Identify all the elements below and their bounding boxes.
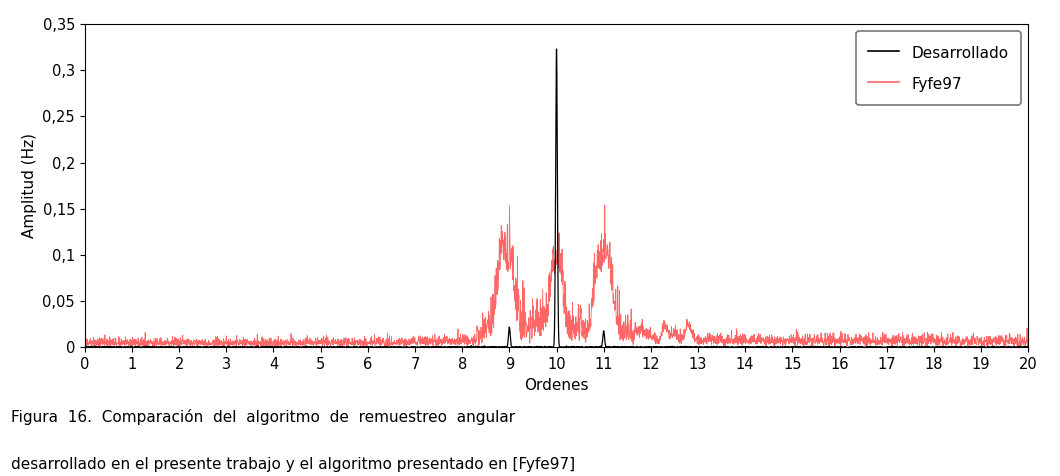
X-axis label: Ordenes: Ordenes [525, 378, 588, 393]
Y-axis label: Amplitud (Hz): Amplitud (Hz) [22, 133, 37, 238]
Text: Figura  16.  Comparación  del  algoritmo  de  remuestreo  angular: Figura 16. Comparación del algoritmo de … [11, 409, 515, 426]
Legend: Desarrollado, Fyfe97: Desarrollado, Fyfe97 [856, 31, 1021, 105]
Text: desarrollado en el presente trabajo y el algoritmo presentado en [Fyfe97]: desarrollado en el presente trabajo y el… [11, 457, 575, 472]
